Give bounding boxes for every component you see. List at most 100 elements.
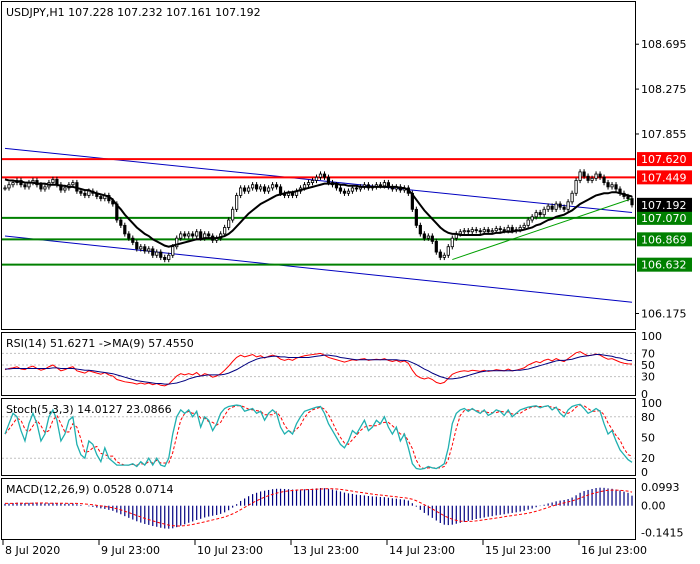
candle-body [290,192,295,196]
time-tick-label: 10 Jul 23:00 [197,544,263,557]
candle-body [566,201,570,210]
candle-body [462,230,466,233]
resistance-tag-box [637,152,692,167]
candle-body [135,242,139,250]
candle-body [254,184,259,190]
support-tag: 106.632 [641,259,687,272]
candle-body [258,186,263,190]
stoch-panel-frame [1,398,636,476]
candle-body [207,233,211,237]
candle-body [7,184,11,189]
candle-body [590,177,594,181]
candle-body [23,184,27,188]
candle-body [458,231,462,235]
candle-body [314,176,319,181]
candle-body [574,180,578,194]
candle-body [578,171,582,181]
candle-body [478,230,482,233]
stoch-signal-line [4,404,633,470]
time-tick-label: 15 Jul 23:00 [485,544,551,557]
candle-body [614,184,618,190]
resistance-tag: 107.449 [641,171,687,184]
candle-body [71,182,75,186]
rsi-tick-label: 30 [641,371,655,384]
candle-body [119,219,123,226]
candle-body [498,228,502,231]
support-tag: 106.869 [641,233,687,246]
candle-body [278,186,283,194]
candle-body [594,173,598,179]
candle-body [199,231,203,239]
candle-body [79,190,83,194]
candle-body [526,219,530,226]
candle-body [262,186,267,192]
macd-layer [4,487,633,529]
candle-body [446,246,450,256]
candle-body [482,229,486,233]
candle-body [187,233,191,237]
candle-body [378,184,383,187]
candle-body [51,178,55,183]
candle-body [342,190,347,194]
candle-body [434,240,438,253]
resistance-tag: 107.620 [641,153,687,166]
candle-body [231,208,235,221]
candle-body [426,235,430,239]
trendline-channel_lower [4,235,633,303]
rsi-layer [2,351,635,387]
candle-body [542,208,546,216]
rsi-tick-label: 100 [641,330,662,343]
candle-body [538,212,542,216]
symbol-header: USDJPY,H1 107.228 107.232 107.161 107.19… [6,6,261,19]
candle-body [247,187,251,192]
candle-body [334,184,339,189]
rsi-ma-line [5,354,633,385]
candle-body [127,233,131,239]
candle-body [466,230,470,233]
current-price-tag: 107.192 [641,199,687,212]
candle-body [163,257,167,260]
stoch-tick-label: 50 [641,432,655,445]
price-tick-label: 106.175 [641,308,687,321]
candle-body [131,237,135,243]
candle-body [570,192,574,203]
candle-body [155,251,159,256]
candle-body [274,184,279,188]
stoch-tick-label: 0 [641,466,648,479]
candle-body [530,216,534,221]
time-tick-label: 13 Jul 23:00 [293,544,359,557]
time-tick-label: 16 Jul 23:00 [581,544,647,557]
candle-body [11,182,15,186]
candle-body [606,182,610,188]
price-tick-label: 108.275 [641,83,687,96]
support-tag: 107.070 [641,212,687,225]
candle-body [195,231,199,237]
candle-body [151,248,155,256]
candle-body [486,229,490,233]
candle-body [354,187,359,190]
candle-body [382,182,386,187]
price-panel-frame [1,1,636,330]
candle-body [302,184,307,189]
candle-body [494,228,498,232]
macd-panel-frame [1,478,636,540]
candle-body [630,198,634,206]
candle-body [239,187,243,196]
rsi-header: RSI(14) 51.6271 ->MA(9) 57.4550 [6,337,194,350]
candle-body [83,192,87,196]
candle-body [59,184,63,191]
candle-body [123,224,127,235]
rsi-panel-frame [1,332,636,396]
time-tick-label: 8 Jul 2020 [5,544,60,557]
candle-body [598,173,602,178]
candle-body [582,171,586,177]
candle-body [422,233,426,239]
candle-body [322,173,327,178]
stoch-tick-label: 20 [641,452,655,465]
candle-body [310,180,315,183]
stoch-header: Stoch(5,3,3) 14.0127 23.0866 [6,403,172,416]
candle-body [442,254,446,258]
candle-body [474,229,478,232]
rsi-line [4,351,633,387]
candle-body [338,187,343,192]
